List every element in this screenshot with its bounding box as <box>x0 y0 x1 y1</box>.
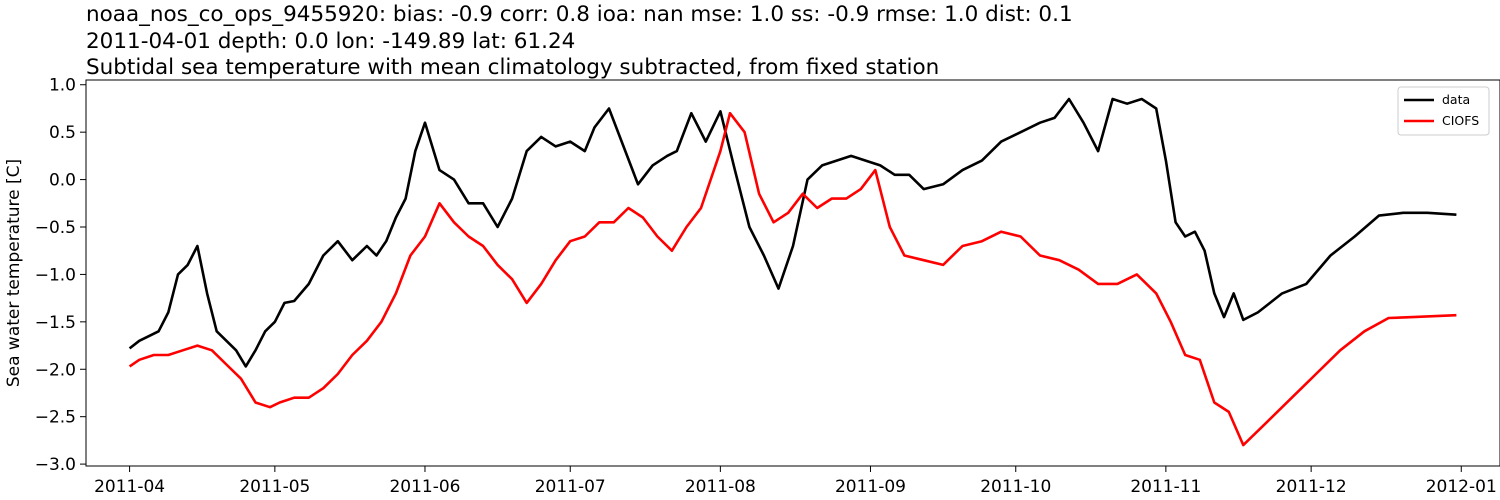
chart-title-line-1: noaa_nos_co_ops_9455920: bias: -0.9 corr… <box>86 2 1073 27</box>
legend: data CIOFS <box>1397 86 1490 136</box>
x-tick-label: 2011-07 <box>535 477 606 497</box>
legend-label-data: data <box>1442 92 1470 107</box>
x-tick-label: 2011-05 <box>239 477 310 497</box>
y-tick-label: −1.0 <box>35 265 76 285</box>
x-tick-label: 2011-11 <box>1130 477 1201 497</box>
y-tick-label: −2.0 <box>35 360 76 380</box>
chart-title-line-3: Subtidal sea temperature with mean clima… <box>86 55 940 80</box>
y-tick-label: 1.0 <box>49 76 76 96</box>
x-tick-label: 2011-04 <box>94 477 165 497</box>
y-tick-label: −0.5 <box>35 218 76 238</box>
x-tick-label: 2011-08 <box>685 477 756 497</box>
x-tick-label: 2011-10 <box>980 477 1051 497</box>
x-tick-label: 2011-06 <box>389 477 460 497</box>
legend-label-ciofs: CIOFS <box>1442 113 1479 128</box>
chart-title-line-2: 2011-04-01 depth: 0.0 lon: -149.89 lat: … <box>86 28 576 54</box>
series-line-data <box>128 97 1457 368</box>
y-tick-label: −2.5 <box>35 408 76 428</box>
x-axis: 2011-04 2011-05 2011-06 2011-07 2011-08 2011-… <box>94 466 1497 497</box>
y-tick-label: 0.0 <box>49 171 76 191</box>
series-line-ciofs <box>128 111 1457 447</box>
y-tick-label: −3.0 <box>35 455 76 475</box>
y-tick-label: 0.5 <box>49 123 76 143</box>
x-tick-label: 2011-09 <box>835 477 906 497</box>
y-axis-label: Sea water temperature [C] <box>4 159 24 387</box>
x-tick-label: 2012-01 <box>1426 477 1497 497</box>
chart-title-block: noaa_nos_co_ops_9455920: bias: -0.9 corr… <box>86 2 1486 82</box>
plot-frame <box>85 79 1500 467</box>
x-tick-label: 2011-12 <box>1276 477 1347 497</box>
y-axis: 1.0 0.5 0.0 −0.5 −1.0 −1.5 −2.0 −2.5 −3.0 <box>35 76 86 475</box>
y-tick-label: −1.5 <box>35 313 76 333</box>
series-layer <box>128 97 1457 447</box>
